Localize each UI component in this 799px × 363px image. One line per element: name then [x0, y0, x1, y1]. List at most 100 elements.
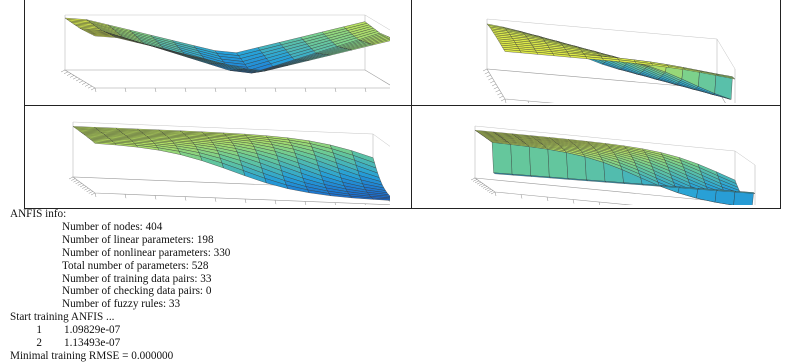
- anfis-header: ANFIS info:: [10, 208, 67, 220]
- axis-tick: [572, 199, 575, 204]
- axis-tick: [493, 86, 498, 90]
- axis-tick: [495, 89, 500, 93]
- axis-tick: [77, 183, 82, 186]
- axis-tick: [69, 75, 75, 78]
- axis-tick: [73, 179, 78, 183]
- axis-tick: [244, 198, 247, 204]
- iteration-number: 2: [36, 337, 42, 350]
- grid-divider-vertical: [411, 0, 412, 208]
- axis-tick: [82, 186, 87, 189]
- axis-tick: [124, 194, 127, 199]
- surface-cell: [510, 144, 531, 176]
- axis-tick: [486, 188, 492, 192]
- axis-tick: [154, 87, 157, 93]
- axis-back-frame: [72, 121, 390, 147]
- surface-cell: [716, 74, 736, 80]
- axis-tick: [90, 87, 96, 91]
- axis-tick: [490, 191, 496, 195]
- axis-tick: [478, 183, 484, 186]
- axis-tick: [334, 202, 336, 205]
- axis-floor-frame: [63, 69, 390, 89]
- axis-tick: [94, 192, 97, 198]
- axis-tick: [470, 177, 476, 181]
- axis-tick: [482, 68, 488, 72]
- axis-tick: [520, 194, 523, 199]
- axis-tick: [184, 196, 187, 201]
- surface-plot-top-left: [45, 3, 390, 103]
- surface-plot-top-right: [450, 3, 750, 103]
- info-line: Number of checking data pairs: 0: [62, 285, 212, 298]
- axis-tick: [81, 82, 87, 85]
- surface-cell: [547, 149, 569, 179]
- axis-tick: [488, 190, 494, 193]
- surface-cell: [529, 146, 550, 178]
- iteration-number: 1: [36, 324, 42, 337]
- axis-tick: [499, 95, 504, 99]
- axis-tick: [494, 191, 497, 197]
- axis-tick: [546, 196, 549, 202]
- axis-tick: [88, 191, 93, 194]
- surface-cell: [370, 39, 390, 45]
- info-line: Number of nonlinear parameters: 330: [62, 246, 231, 259]
- iteration-row: 1 1.09829e-07: [10, 324, 510, 337]
- axis-tick: [491, 83, 497, 87]
- axis-tick: [334, 87, 337, 93]
- axis-tick: [472, 179, 478, 182]
- start-training-line: Start training ANFIS ...: [10, 311, 115, 324]
- axis-tick: [90, 192, 96, 196]
- axis-tick: [154, 195, 157, 200]
- axis-tick: [364, 203, 366, 205]
- axis-tick: [500, 98, 506, 102]
- iteration-row: 2 1.13493e-07: [10, 337, 510, 350]
- axis-tick: [60, 69, 66, 73]
- surface-cell: [566, 152, 587, 181]
- axis-tick: [84, 187, 89, 191]
- axis-tick: [497, 92, 502, 96]
- axis-tick: [490, 80, 495, 84]
- axis-tick: [184, 87, 187, 93]
- axis-back-frame: [486, 18, 736, 70]
- surface-plot-bottom-right: [445, 110, 775, 205]
- surface-plot-top-right-svg: [482, 18, 736, 103]
- axis-tick: [79, 184, 85, 188]
- axis-back-frame: [65, 14, 390, 31]
- axis-tick: [75, 181, 80, 185]
- axis-tick: [474, 180, 480, 184]
- iteration-value: 1.09829e-07: [64, 324, 121, 337]
- axis-tick: [488, 77, 493, 81]
- surface-plot-top-left-svg: [60, 14, 390, 93]
- surface-plot-bottom-left: [45, 110, 390, 205]
- axis-tick: [71, 178, 76, 181]
- figure-grid: [24, 0, 781, 209]
- axis-tick: [486, 74, 491, 78]
- axis-tick: [274, 200, 277, 205]
- surface-cell: [734, 190, 756, 194]
- axis-tick: [504, 98, 507, 103]
- axis-tick: [274, 87, 277, 93]
- info-line: Total number of parameters: 528: [62, 259, 209, 272]
- axis-tick: [214, 197, 217, 202]
- axis-tick: [304, 201, 307, 205]
- axis-tick: [68, 176, 74, 180]
- axis-tick: [484, 187, 490, 191]
- axis-tick: [476, 181, 482, 185]
- axis-tick: [480, 184, 486, 188]
- result-line: Minimal training RMSE = 0.000000: [10, 349, 174, 362]
- anfis-log: ANFIS info: Number of nodes: 404 Number …: [10, 208, 510, 363]
- axis-tick: [87, 85, 93, 89]
- info-line: Number of nodes: 404: [62, 220, 163, 233]
- axis-tick: [84, 84, 90, 87]
- axis-tick: [484, 71, 489, 75]
- axis-tick: [86, 189, 91, 193]
- axis-tick: [214, 87, 217, 93]
- surface-plot-bottom-right-svg: [470, 125, 756, 205]
- axis-tick: [124, 87, 127, 93]
- axis-tick: [78, 80, 84, 84]
- axis-tick: [364, 87, 367, 93]
- axis-back-frame: [474, 125, 756, 166]
- surface-cell: [491, 142, 513, 175]
- axis-tick: [75, 78, 81, 82]
- axis-tick: [94, 87, 97, 93]
- info-line: Number of training data pairs: 33: [62, 272, 212, 285]
- axis-tick: [66, 73, 72, 76]
